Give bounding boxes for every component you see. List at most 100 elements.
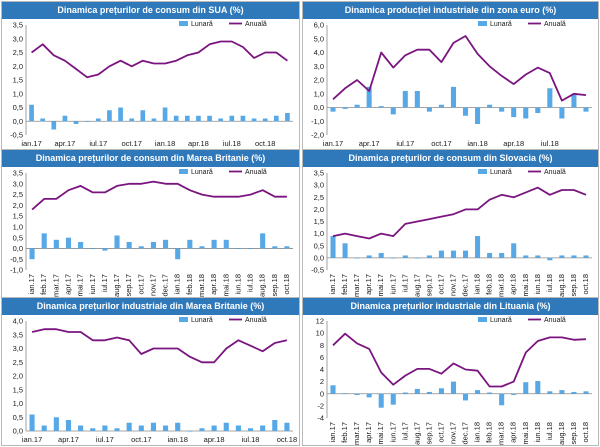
x-tick-label: iun.18 <box>533 274 542 294</box>
bar-monthly <box>114 235 120 249</box>
bar-monthly <box>414 257 420 259</box>
bar-monthly <box>462 393 469 401</box>
bar-monthly <box>65 237 72 249</box>
bar-monthly <box>475 390 481 394</box>
x-tick-label: ian.18 <box>167 435 187 444</box>
bar-monthly <box>114 428 120 431</box>
x-tick-label: iun.17 <box>388 422 397 442</box>
x-tick-label: oct.17 <box>431 139 451 148</box>
bar-monthly <box>260 233 266 249</box>
x-tick-label: dec.17 <box>461 274 470 297</box>
y-tick-label: 2,0 <box>314 205 324 214</box>
y-tick-label: 3,0 <box>13 179 23 188</box>
y-tick-label: 3,0 <box>13 34 23 43</box>
bar-monthly <box>207 115 212 122</box>
bar-monthly <box>229 115 235 122</box>
y-tick-label: 4,0 <box>13 317 23 326</box>
y-tick-label: 1,0 <box>314 229 324 238</box>
x-tick-label: nov.17 <box>148 274 157 296</box>
chart-title: Dinamica prețurilor industriale din Mare… <box>2 298 299 315</box>
x-tick-label: apr.18 <box>204 435 225 444</box>
legend-label-monthly: Lunară <box>490 21 512 28</box>
legend-label-annual: Anuală <box>245 169 267 176</box>
bar-monthly <box>571 255 577 258</box>
bar-monthly <box>559 107 565 119</box>
legend-label-annual: Anuală <box>544 317 566 324</box>
x-tick-label: iul.17 <box>400 422 409 440</box>
bar-monthly <box>450 381 457 394</box>
bar-monthly <box>126 422 132 431</box>
line-annual <box>31 328 288 364</box>
bar-monthly <box>402 392 408 394</box>
y-tick-label: 0,5 <box>314 241 324 250</box>
bar-monthly <box>272 246 278 249</box>
bar-monthly <box>583 107 589 112</box>
bar-monthly <box>247 428 254 431</box>
x-tick-label: apr.18 <box>509 422 518 443</box>
x-tick-label: iul.17 <box>96 435 114 444</box>
bar-monthly <box>29 414 35 431</box>
legend-label-monthly: Lunară <box>490 169 512 176</box>
bar-monthly <box>366 86 372 108</box>
x-tick-label: iul.17 <box>89 139 107 148</box>
legend-swatch-monthly <box>478 169 487 174</box>
bar-monthly <box>342 243 348 258</box>
legend-swatch-monthly <box>179 317 188 322</box>
y-tick-label: 2,5 <box>13 358 23 367</box>
y-tick-label: 2,0 <box>13 201 23 210</box>
bar-monthly <box>53 239 59 249</box>
x-tick-label: iul.18 <box>545 274 554 292</box>
x-tick-label: iul.18 <box>242 435 260 444</box>
bar-monthly <box>511 107 517 118</box>
legend-swatch-monthly <box>179 169 188 174</box>
bar-monthly <box>102 248 108 251</box>
y-tick-label: 3,0 <box>314 62 324 71</box>
bar-monthly <box>499 107 505 112</box>
legend-label-annual: Anuală <box>245 21 267 28</box>
x-tick-label: feb.17 <box>39 274 48 295</box>
bar-monthly <box>499 393 505 406</box>
bar-monthly <box>163 239 169 249</box>
bar-monthly <box>40 118 46 122</box>
legend-label-annual: Anuală <box>544 169 566 176</box>
y-tick-label: 1,0 <box>314 89 324 98</box>
y-tick-label: 0,0 <box>314 253 324 262</box>
chart-panel-lithuania-ppi: Dinamica prețurilor industriale din Litu… <box>302 297 599 446</box>
x-tick-label: ian.18 <box>173 274 182 294</box>
bar-monthly <box>354 257 360 259</box>
x-tick-label: oct.17 <box>121 139 141 148</box>
bar-monthly <box>118 107 123 122</box>
x-tick-label: ian.18 <box>155 139 175 148</box>
x-tick-label: mar.18 <box>497 274 506 297</box>
bar-monthly <box>402 255 408 258</box>
x-tick-label: oct.17 <box>436 274 445 294</box>
y-tick-label: 1,5 <box>314 217 324 226</box>
chart-title: Dinamica producției industriale din zona… <box>303 2 598 19</box>
x-tick-label: mar.18 <box>497 422 506 445</box>
bar-monthly <box>438 250 444 258</box>
y-tick-label: 2,0 <box>314 76 324 85</box>
bar-monthly <box>366 255 372 258</box>
x-tick-label: iul.17 <box>400 274 409 292</box>
y-tick-label: 1,0 <box>13 399 23 408</box>
bar-monthly <box>65 420 72 431</box>
bar-monthly <box>199 246 205 249</box>
bar-monthly <box>438 388 444 394</box>
x-tick-label: mai.17 <box>376 274 385 297</box>
y-tick-label: 2 <box>320 377 324 386</box>
x-tick-label: iul.17 <box>100 274 109 292</box>
x-tick-label: feb.18 <box>185 274 194 295</box>
x-tick-label: oct.18 <box>581 274 590 294</box>
x-tick-label: nov.17 <box>448 274 457 296</box>
chart-title: Dinamica prețurilor de consum din Slovac… <box>303 150 598 167</box>
x-tick-label: iun.18 <box>533 422 542 442</box>
x-tick-label: ian.17 <box>27 274 36 294</box>
bar-monthly <box>499 253 505 258</box>
bar-monthly <box>151 118 157 122</box>
x-tick-label: oct.18 <box>581 422 590 442</box>
x-tick-label: sep.17 <box>124 274 133 297</box>
x-tick-label: apr.18 <box>503 139 524 148</box>
